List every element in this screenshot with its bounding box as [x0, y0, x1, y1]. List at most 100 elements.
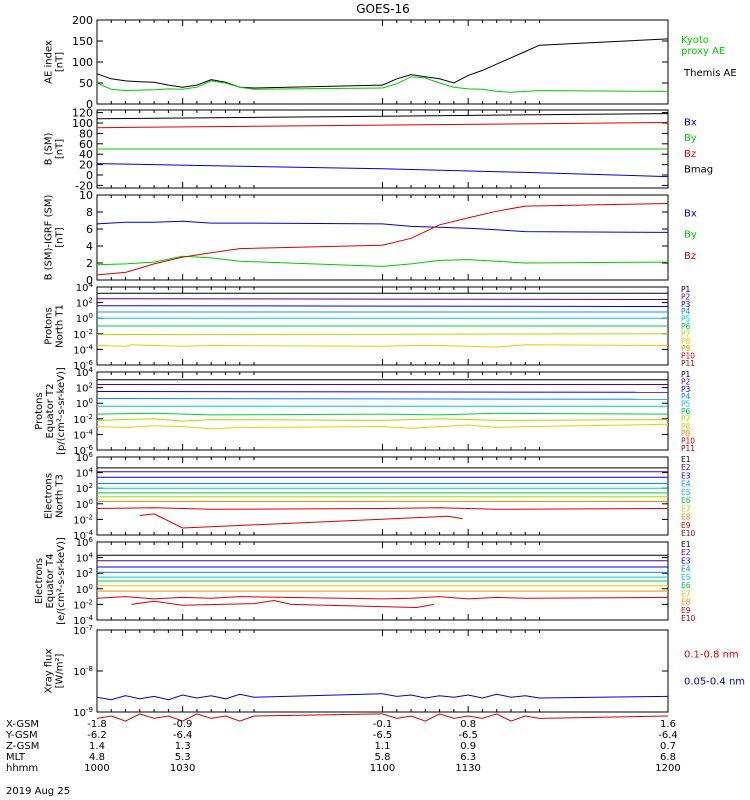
y-tick-label: 0 [86, 274, 93, 287]
y-tick-label: 104 [76, 281, 94, 294]
y-tick-label: 10-8 [73, 665, 93, 678]
y-tick-label: 104 [76, 552, 94, 565]
legend-entry: Themis AE [683, 68, 737, 79]
y-tick-label: -20 [75, 179, 93, 192]
legend-entry: P2 [681, 292, 691, 301]
ephemeris-value: 6.8 [660, 752, 676, 763]
y-tick-label: 10-2 [73, 413, 93, 426]
y-axis-label: Xray flux [44, 649, 55, 694]
legend-entry: Kyoto [681, 35, 709, 46]
y-tick-label: 102 [76, 382, 93, 395]
series-e10 [131, 599, 434, 609]
ephemeris-value: 6.3 [460, 752, 476, 763]
legend-entry: P4 [681, 392, 691, 401]
ephemeris-value: 1.3 [175, 741, 191, 752]
legend-entry: P9 [681, 429, 691, 438]
legend-entry: proxy AE [681, 46, 725, 57]
y-tick-label: 10-4 [73, 343, 93, 356]
legend-entry: P10 [681, 437, 695, 446]
series-themis-ae [96, 38, 669, 89]
ephemeris-label: MLT [6, 752, 26, 763]
legend-entry: E1 [681, 540, 691, 549]
ephemeris-value: 4.8 [89, 752, 105, 763]
y-tick-label: 100 [72, 117, 93, 130]
y-tick-label: 200 [72, 14, 93, 27]
legend-entry: E9 [681, 521, 691, 530]
ephemeris-value: -6.5 [458, 730, 478, 741]
series-p8 [96, 423, 669, 430]
panel-frame [96, 371, 669, 451]
y-tick-label: 102 [76, 567, 93, 580]
ephemeris-value: 1.6 [660, 719, 676, 730]
ephemeris-value: -0.1 [373, 719, 393, 730]
ephemeris-value: -1.8 [87, 719, 107, 730]
panel-electrons-equator-t4: 10-4 10-2 100 102 104 106 Electrons Equator T4[… [34, 536, 696, 627]
ephemeris-label: X-GSM [6, 719, 39, 730]
legend: Bx By Bz Bmag [684, 118, 713, 176]
ephemeris-value: 0.7 [660, 741, 676, 752]
series-e10 [139, 513, 463, 529]
y-tick-label: 104 [76, 467, 94, 480]
legend-entry: P6 [681, 407, 691, 416]
y-tick-label: 0 [86, 169, 93, 182]
legend-entry: E7 [681, 589, 691, 598]
y-tick-label: 100 [76, 312, 93, 325]
series-p6 [96, 412, 669, 416]
legend-entry: P11 [681, 444, 695, 453]
legend-entry: E5 [681, 488, 691, 497]
legend-entry: P9 [681, 344, 691, 353]
y-axis-label: North T3 [55, 474, 66, 518]
series-p2 [96, 298, 669, 300]
series-p7 [96, 418, 669, 422]
panel-frame [96, 629, 669, 713]
legend-entry: P1 [681, 370, 691, 379]
y-tick-label: 10-4 [73, 614, 93, 627]
plot-title: GOES-16 [356, 2, 410, 16]
legend-entry: By [684, 133, 697, 144]
legend-entry: Bz [684, 149, 696, 160]
legend-entry: Bz [684, 251, 696, 262]
legend-entry: E10 [681, 614, 696, 623]
y-axis-label: [p/(cm²-s-sr-keV)] [56, 367, 67, 455]
legend-entry: P8 [681, 422, 691, 431]
y-axis-label: Electrons [44, 473, 55, 519]
legend-entry: P2 [681, 377, 691, 386]
series-bmag [96, 113, 669, 120]
y-axis-label: Protons [34, 392, 45, 429]
y-tick-label: 40 [79, 148, 93, 161]
legend-entry: By [684, 230, 697, 241]
series-bz [96, 203, 669, 276]
ephemeris-value: 1.1 [375, 741, 391, 752]
panel-frame [96, 19, 669, 105]
legend-entry: P11 [681, 359, 695, 368]
y-tick-label: 10-4 [73, 529, 93, 542]
y-tick-label: 100 [76, 397, 93, 410]
legend-entry: E3 [681, 471, 691, 480]
y-tick-label: 4 [86, 240, 93, 253]
ephemeris-value: -6.2 [87, 730, 107, 741]
y-tick-label: 102 [76, 297, 93, 310]
y-axis-label: [e/(cm²-s-sr-keV)] [56, 537, 67, 625]
y-tick-label: 102 [76, 482, 93, 495]
legend-entry: P5 [681, 400, 691, 409]
y-axis-label: North T1 [55, 304, 66, 348]
legend-entry: P6 [681, 322, 691, 331]
legend-entry: P1 [681, 285, 691, 294]
legend-entry: P3 [681, 385, 691, 394]
y-tick-label: 10-2 [73, 328, 93, 341]
y-tick-label: 10-6 [73, 444, 93, 457]
panel-protons-north-t1: 10-6 10-4 10-2 100 102 104 Protons North T1 P1P2… [44, 281, 696, 372]
y-tick-label: 150 [72, 35, 93, 48]
y-tick-label: 106 [76, 536, 94, 549]
legend-entry: E6 [681, 496, 691, 505]
ephemeris-value: -0.9 [173, 719, 193, 730]
series-p4 [96, 398, 669, 400]
y-axis-label: Equator T4 [45, 554, 56, 609]
panel-b-minus-igrf: 0 2 4 6 8 10 B (SM)-IGRF (SM) [nT] Bx By Bz [44, 189, 697, 287]
series-p3 [96, 391, 669, 393]
ephemeris-value: 1200 [655, 763, 680, 774]
